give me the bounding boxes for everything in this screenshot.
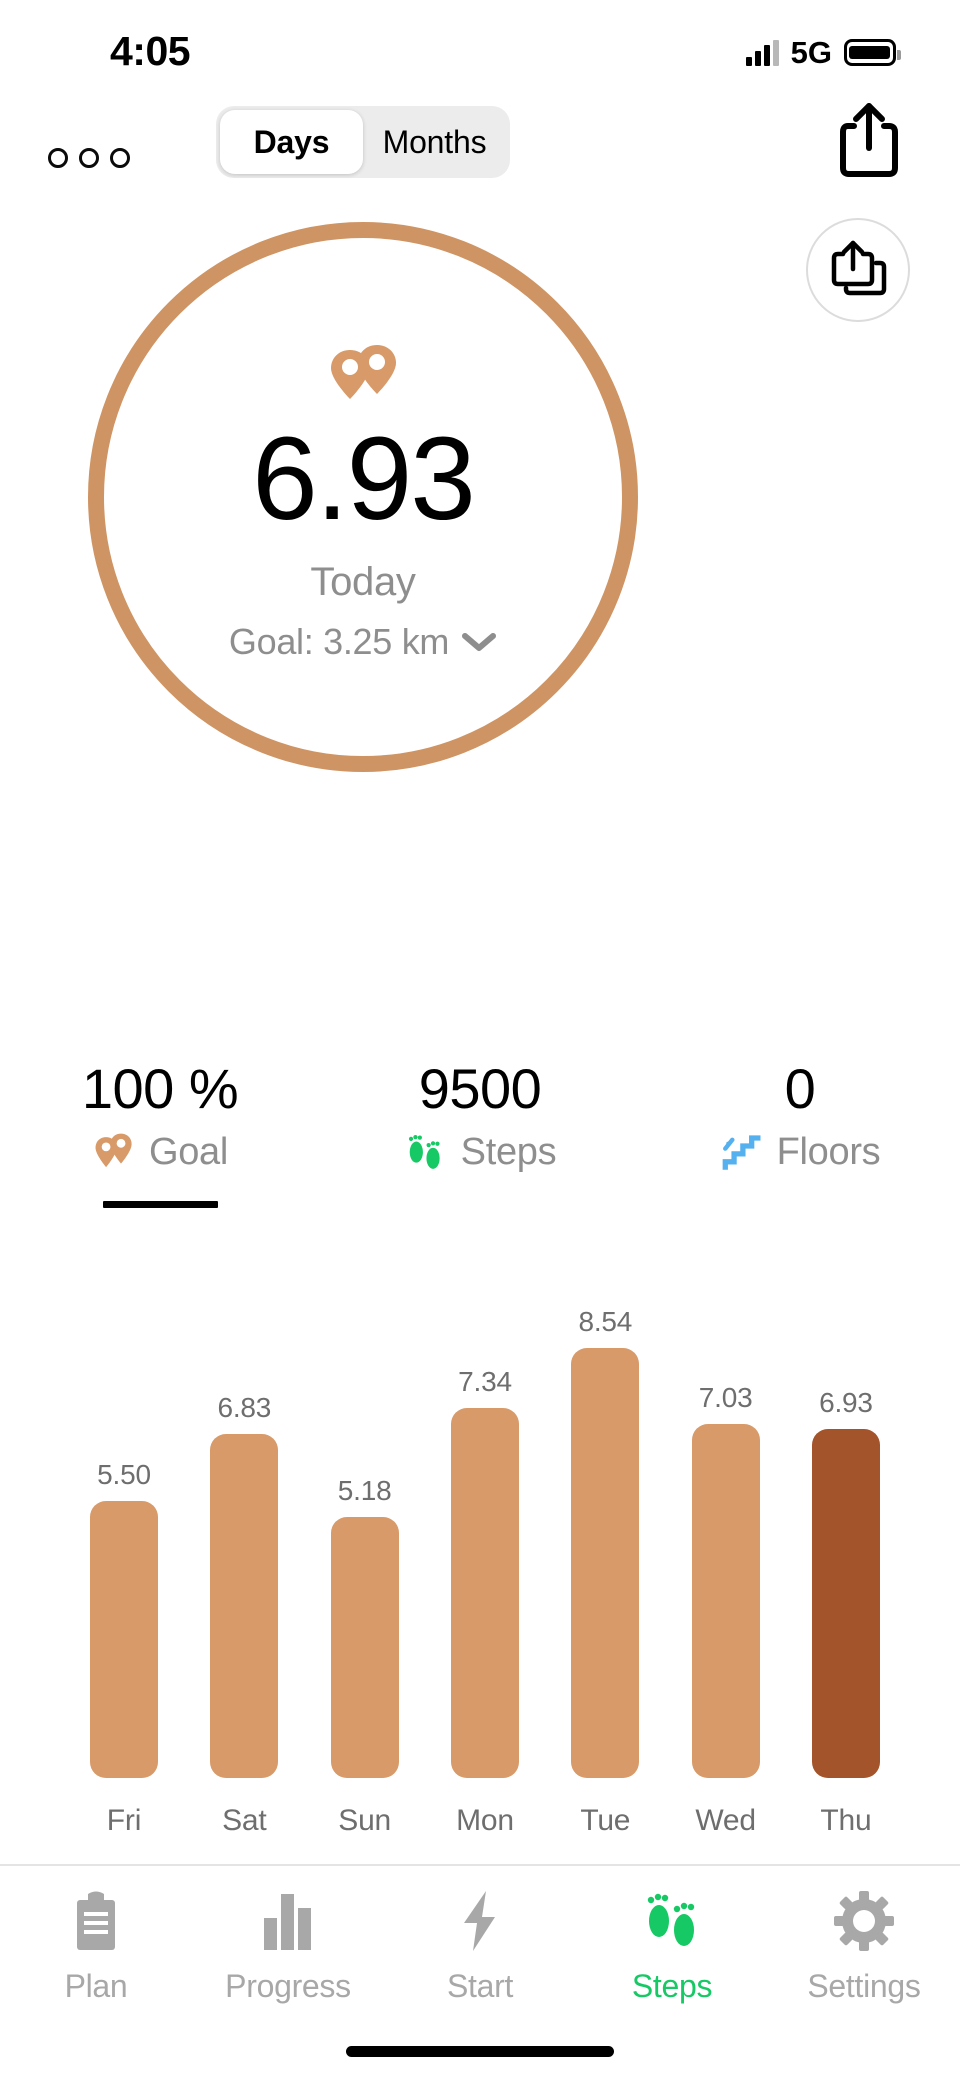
chart-day-labels: Fri Sat Sun Mon Tue Wed Thu bbox=[90, 1804, 880, 1838]
chart-day-label: Thu bbox=[820, 1804, 872, 1837]
chart-day-label: Fri bbox=[106, 1804, 142, 1837]
tab-progress-label: Progress bbox=[225, 1968, 351, 2004]
stat-goal-selected-indicator bbox=[102, 1200, 218, 1208]
clipboard-icon bbox=[69, 1888, 123, 1954]
tab-months[interactable]: Months bbox=[382, 123, 487, 160]
map-pins-icon bbox=[331, 345, 396, 399]
stat-goal-value: 100 % bbox=[81, 1057, 239, 1120]
ring-content: 6.93 Today Goal: 3.25 km bbox=[88, 222, 638, 772]
chart-bar-rect bbox=[90, 1501, 158, 1778]
map-pins-icon bbox=[95, 1133, 132, 1167]
chart-bar-rect bbox=[450, 1408, 519, 1778]
stat-steps-label: Steps bbox=[460, 1131, 557, 1174]
chevron-down-icon bbox=[462, 633, 497, 651]
footprints-icon bbox=[408, 1134, 440, 1169]
chart-bar-value-label: 7.34 bbox=[458, 1366, 512, 1397]
share-button[interactable] bbox=[838, 100, 900, 180]
chart-bar-rect bbox=[571, 1348, 640, 1778]
bar-chart-icon bbox=[260, 1888, 316, 1954]
chart-day-label: Tue bbox=[580, 1804, 631, 1837]
chart-bar-rect bbox=[330, 1517, 399, 1778]
nav-row: Days Months bbox=[0, 100, 960, 322]
share-stack-icon bbox=[831, 240, 887, 296]
chart-bar-sun[interactable]: 5.18 bbox=[330, 1270, 399, 1778]
ring-value: 6.93 bbox=[252, 413, 476, 545]
stat-steps[interactable]: 9500 Steps bbox=[320, 1057, 640, 1208]
signal-bars-icon bbox=[745, 39, 779, 66]
chart-bar-mon[interactable]: 7.34 bbox=[450, 1270, 519, 1778]
tab-steps-label: Steps bbox=[631, 1968, 713, 2004]
chart-bar-rect bbox=[691, 1424, 760, 1778]
bottom-tab-bar: Plan Progress Start bbox=[0, 1864, 960, 2079]
chart-bars: 5.50 6.83 5.18 7.34 8.54 7.03 6.93 bbox=[90, 1270, 880, 1778]
chart-bar-wed[interactable]: 7.03 bbox=[691, 1270, 760, 1778]
stat-floors[interactable]: 0 Floors bbox=[640, 1057, 960, 1208]
chart-day-label: Wed bbox=[695, 1804, 756, 1837]
stat-goal[interactable]: 100 % Goal bbox=[0, 1057, 320, 1208]
tab-progress[interactable]: Progress bbox=[192, 1888, 384, 2005]
chart-bar-sat[interactable]: 6.83 bbox=[210, 1270, 279, 1778]
chart-bar-thu[interactable]: 6.93 bbox=[811, 1270, 880, 1778]
goal-selector[interactable]: Goal: 3.25 km bbox=[229, 621, 497, 663]
status-bar: 4:05 5G bbox=[0, 0, 960, 95]
gear-icon bbox=[833, 1888, 895, 1954]
chart-bar-value-label: 5.50 bbox=[97, 1459, 151, 1490]
stairs-icon bbox=[722, 1135, 761, 1170]
tab-settings[interactable]: Settings bbox=[768, 1888, 960, 2005]
stat-goal-row: Goal bbox=[92, 1131, 228, 1175]
tab-start-label: Start bbox=[446, 1968, 514, 2004]
stats-row: 100 % Goal 9500 bbox=[0, 1057, 960, 1208]
chart-bar-rect bbox=[811, 1429, 880, 1778]
stat-steps-row: Steps bbox=[404, 1131, 557, 1175]
tab-plan[interactable]: Plan bbox=[0, 1888, 192, 2005]
stat-floors-row: Floors bbox=[720, 1131, 881, 1175]
tab-plan-label: Plan bbox=[64, 1968, 128, 2004]
chart-day-label: Mon bbox=[456, 1804, 514, 1837]
share-up-arrow-icon bbox=[840, 103, 898, 177]
chart-bar-tue[interactable]: 8.54 bbox=[571, 1270, 640, 1778]
status-indicators: 5G bbox=[745, 34, 901, 71]
status-time: 4:05 bbox=[110, 28, 191, 74]
chart-bar-value-label: 6.83 bbox=[217, 1392, 272, 1423]
chart-bar-rect bbox=[210, 1434, 279, 1778]
chart-bar-fri[interactable]: 5.50 bbox=[90, 1270, 158, 1778]
ring-period-label: Today bbox=[310, 560, 416, 604]
stat-floors-value: 0 bbox=[784, 1057, 816, 1120]
share-stack-button[interactable] bbox=[806, 218, 910, 322]
home-indicator bbox=[346, 2046, 614, 2057]
tab-days[interactable]: Days bbox=[220, 110, 363, 174]
chart-bar-value-label: 6.93 bbox=[819, 1387, 873, 1418]
three-dots-icon[interactable] bbox=[48, 148, 130, 168]
chart-bar-value-label: 5.18 bbox=[337, 1475, 392, 1506]
chart-bar-value-label: 7.03 bbox=[698, 1382, 753, 1413]
tab-steps[interactable]: Steps bbox=[576, 1888, 768, 2005]
lightning-bolt-icon bbox=[458, 1888, 502, 1954]
goal-text: Goal: 3.25 km bbox=[228, 621, 450, 662]
footprints-icon bbox=[641, 1888, 703, 1954]
chart-bar-value-label: 8.54 bbox=[578, 1306, 633, 1337]
chart-day-label: Sun bbox=[338, 1804, 392, 1837]
stat-goal-label: Goal bbox=[148, 1131, 229, 1174]
distance-ring[interactable]: 6.93 Today Goal: 3.25 km bbox=[88, 222, 638, 772]
stat-floors-label: Floors bbox=[776, 1131, 881, 1174]
battery-icon bbox=[844, 39, 901, 66]
network-label: 5G bbox=[790, 34, 832, 70]
weekly-distance-chart: 5.50 6.83 5.18 7.34 8.54 7.03 6.93 Fri Sat Sun Mo… bbox=[0, 1270, 960, 1850]
tab-settings-label: Settings bbox=[807, 1968, 921, 2004]
tab-start[interactable]: Start bbox=[384, 1888, 576, 2005]
chart-day-label: Sat bbox=[222, 1804, 267, 1837]
stat-steps-value: 9500 bbox=[418, 1057, 542, 1120]
period-segmented-control[interactable]: Days Months bbox=[216, 106, 510, 178]
